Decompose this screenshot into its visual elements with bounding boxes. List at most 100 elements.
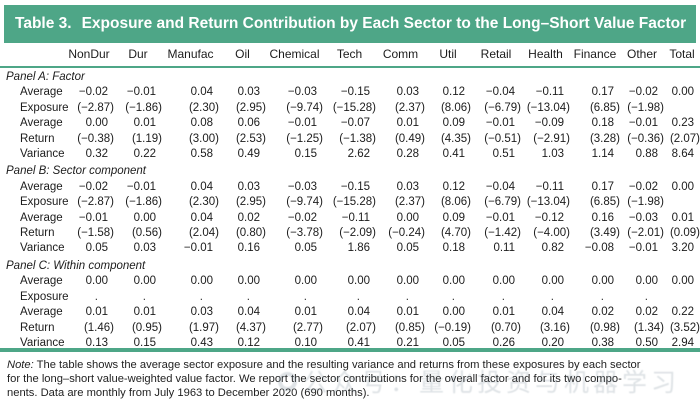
column-header-oil: Oil [219, 44, 266, 68]
row-label: Return [20, 227, 55, 240]
value-cell: (−0.36) [627, 132, 664, 145]
value-cell: (3.49) [589, 227, 620, 240]
column-header-manufac: Manufac [162, 44, 219, 68]
value-cell: (2.04) [188, 227, 219, 240]
row-label: Exposure [20, 101, 69, 114]
value-cell: −0.03 [287, 86, 317, 99]
row-label: Average [20, 211, 63, 224]
value-cell: 0.00 [442, 275, 465, 288]
value-cell: 0.17 [591, 86, 614, 99]
value-cell: . [94, 290, 98, 303]
value-cell: (4.35) [440, 132, 471, 145]
value-cell: 0.00 [396, 211, 419, 224]
value-cell: 0.21 [396, 336, 419, 349]
table-row: Average −0.02 −0.01 0.04 0.03 −0.03 −0.15 0.03 0… [0, 180, 700, 195]
value-cell: (2.95) [235, 196, 266, 209]
value-cell: 0.02 [591, 306, 614, 319]
value-cell: 3.20 [671, 242, 694, 255]
value-cell: (4.70) [440, 227, 471, 240]
value-cell: (−9.74) [286, 101, 323, 114]
value-cell [664, 290, 700, 305]
value-cell: (4.37) [235, 321, 266, 334]
value-cell: −0.07 [340, 117, 370, 130]
value-cell: 0.18 [591, 117, 614, 130]
panel-heading-row: Panel B: Sector component [0, 162, 700, 179]
value-cell: −0.03 [628, 211, 658, 224]
value-cell [664, 195, 700, 210]
value-cell: 0.03 [396, 180, 419, 193]
value-cell: 0.04 [237, 306, 260, 319]
value-cell: (−1.42) [484, 227, 521, 240]
value-cell: (2.30) [188, 196, 219, 209]
value-cell: (0.56) [131, 227, 162, 240]
bottom-rule-divider [0, 348, 700, 352]
value-cell: (8.06) [440, 101, 471, 114]
value-cell: (−0.38) [77, 132, 114, 145]
value-cell: (−4.00) [533, 227, 570, 240]
row-label: Average [20, 275, 63, 288]
value-cell: 0.05 [396, 242, 419, 255]
value-cell: 0.00 [133, 211, 156, 224]
value-cell: (8.06) [440, 196, 471, 209]
note-line: Note: The table shows the average sector… [7, 359, 697, 373]
value-cell: 0.17 [591, 180, 614, 193]
value-cell: −0.15 [340, 180, 370, 193]
column-header-util: Util [425, 44, 471, 68]
value-cell: 0.22 [133, 148, 156, 161]
value-cell: 0.00 [492, 275, 515, 288]
value-cell: −0.08 [584, 242, 614, 255]
value-cell: 2.94 [671, 336, 694, 349]
value-cell: −0.01 [628, 117, 658, 130]
value-cell: 0.01 [133, 117, 156, 130]
value-cell: 0.00 [396, 275, 419, 288]
value-cell: −0.03 [287, 180, 317, 193]
row-label: Exposure [20, 290, 69, 303]
value-cell: (2.37) [394, 196, 425, 209]
value-cell: (3.28) [589, 132, 620, 145]
value-cell: 0.18 [442, 242, 465, 255]
value-cell: (0.09) [669, 227, 700, 240]
value-cell: (2.07) [669, 132, 700, 145]
value-cell: 0.00 [541, 275, 564, 288]
value-cell: 0.16 [237, 242, 260, 255]
value-cell: 0.08 [190, 117, 213, 130]
value-cell: 0.15 [133, 336, 156, 349]
value-cell: −0.02 [628, 180, 658, 193]
table-row: Return (−0.38) (1.19) (3.00) (2.53) (−1.25) (−… [0, 132, 700, 147]
value-cell: . [303, 290, 307, 303]
table-title-banner: Table 3. Exposure and Return Contributio… [4, 5, 696, 43]
value-cell: 0.09 [442, 211, 465, 224]
panel-heading-b: Panel B: Sector component [6, 165, 146, 178]
value-cell: (2.95) [235, 101, 266, 114]
value-cell: 0.05 [294, 242, 317, 255]
value-cell: (3.16) [539, 321, 570, 334]
value-cell: −0.01 [183, 242, 213, 255]
value-cell: 0.82 [541, 242, 564, 255]
value-cell: −0.04 [485, 180, 515, 193]
value-cell: 0.01 [396, 117, 419, 130]
value-cell: 0.16 [591, 211, 614, 224]
value-cell: −0.01 [628, 242, 658, 255]
value-cell: (−2.09) [339, 227, 376, 240]
row-label: Average [20, 180, 63, 193]
value-cell: 0.01 [671, 211, 694, 224]
value-cell: 0.20 [541, 336, 564, 349]
value-cell: 0.01 [133, 306, 156, 319]
value-cell: (1.97) [188, 321, 219, 334]
column-header-tech: Tech [323, 44, 376, 68]
value-cell: 0.41 [347, 336, 370, 349]
value-cell: 0.28 [396, 148, 419, 161]
value-cell: 0.12 [442, 180, 465, 193]
value-cell: 0.00 [347, 275, 370, 288]
value-cell: 0.00 [442, 306, 465, 319]
table-row: Variance 0.32 0.22 0.58 0.49 0.15 2.62 0.28 0.41… [0, 147, 700, 162]
value-cell: . [246, 290, 250, 303]
corner-cell [0, 44, 64, 68]
value-cell: 0.05 [442, 336, 465, 349]
value-cell: 0.38 [591, 336, 614, 349]
value-cell: 1.14 [591, 148, 614, 161]
value-cell: 0.01 [492, 306, 515, 319]
table-row: Average 0.00 0.00 0.00 0.00 0.00 0.00 0.00 0.00 0… [0, 274, 700, 289]
column-header-health: Health [521, 44, 570, 68]
table-row: Variance 0.13 0.15 0.43 0.12 0.10 0.41 0.21 0.05… [0, 336, 700, 351]
